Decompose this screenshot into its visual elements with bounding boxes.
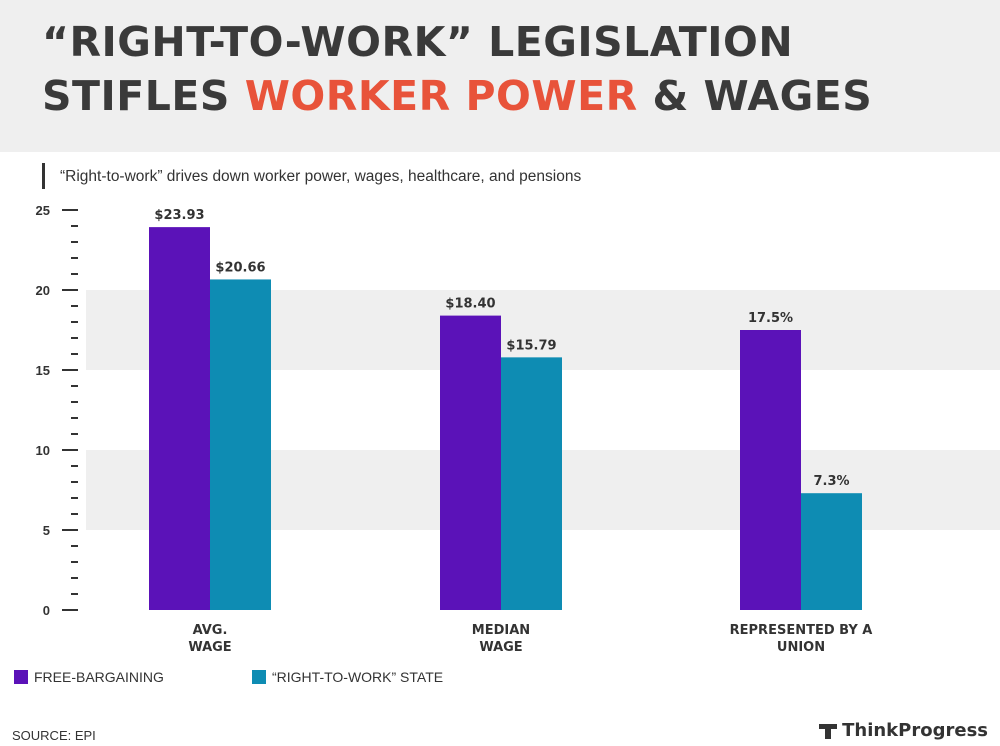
y-tick-label: 25 [36,203,50,218]
legend-item-free-bargaining: FREE-BARGAINING [14,668,164,686]
subtitle-marker [42,163,45,189]
bar-free-bargaining-1 [440,315,501,610]
legend-label-free-bargaining: FREE-BARGAINING [34,669,164,685]
brand-name: ThinkProgress [842,720,988,741]
legend-label-right-to-work: “RIGHT-TO-WORK” STATE [272,669,444,685]
bar-free-bargaining-0 [149,227,210,610]
x-category-label: UNION [777,640,825,655]
y-tick-label: 0 [43,603,50,618]
title-accent: WORKER POWER [244,72,638,120]
data-label: $15.79 [506,338,556,353]
data-label: $18.40 [445,297,495,312]
data-label: $20.66 [215,260,265,275]
bar-right-to-work-1 [501,357,562,610]
legend-swatch-right-to-work [252,670,266,684]
y-tick-label: 5 [43,523,50,538]
brand: ThinkProgress [819,720,988,741]
y-tick-label: 15 [36,363,50,378]
header: “RIGHT-TO-WORK” LEGISLATION STIFLES WORK… [0,0,1000,152]
bar-chart: 0 5 10 15 20 25 $23.93 $18.40 17.5% $20.66 $15.79 7… [36,203,1000,655]
title-line-1: “RIGHT-TO-WORK” LEGISLATION [42,18,794,66]
x-category-label: AVG. [193,623,228,638]
x-category-label: MEDIAN [472,623,530,638]
y-tick-label: 20 [36,283,50,298]
x-category-label: WAGE [479,640,522,655]
title-line-2: STIFLES WORKER POWER & WAGES [42,72,873,120]
data-label: 17.5% [748,311,793,326]
legend-item-right-to-work: “RIGHT-TO-WORK” STATE [252,668,443,686]
source-note: SOURCE: EPI [12,728,96,743]
data-label: $23.93 [154,208,204,223]
legend-swatch-free-bargaining [14,670,28,684]
thinkprogress-logo-icon [819,722,838,740]
bar-free-bargaining-2 [740,330,801,610]
x-category-label: WAGE [188,640,231,655]
y-tick-label: 10 [36,443,50,458]
bar-right-to-work-2 [801,493,862,610]
subtitle: “Right-to-work” drives down worker power… [60,168,582,185]
x-category-label: REPRESENTED BY A [730,623,873,638]
data-label: 7.3% [813,474,849,489]
bar-right-to-work-0 [210,279,271,610]
